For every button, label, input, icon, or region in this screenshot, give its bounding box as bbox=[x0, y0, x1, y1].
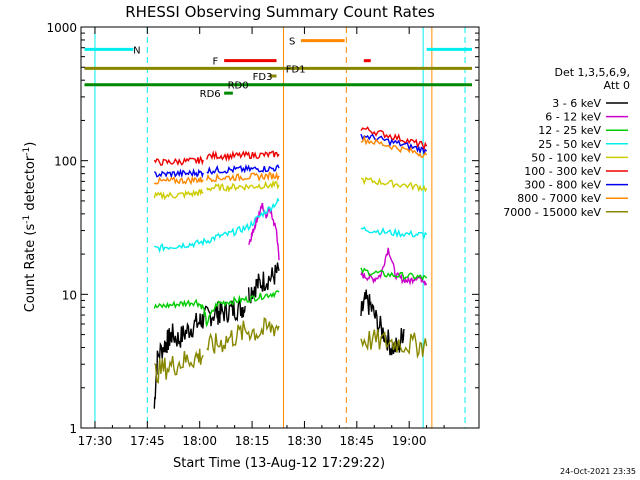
plot-area: N F S FD1 FD3 RD0 RD6 bbox=[84, 27, 473, 428]
series-line-0-seg-1 bbox=[247, 262, 280, 304]
x-tick-label-0: 17:30 bbox=[78, 434, 113, 448]
series-line-3-seg-1 bbox=[360, 226, 428, 240]
series-line-4-seg-0 bbox=[153, 188, 204, 201]
plot-frame bbox=[80, 26, 480, 429]
flag-label-6: FD3 bbox=[253, 72, 273, 83]
flag-label-0: N bbox=[133, 45, 140, 56]
legend-header-attenuator: Att 0 bbox=[604, 79, 630, 92]
y-tick-label-1: 10 bbox=[62, 288, 77, 302]
series-line-6-seg-0 bbox=[153, 167, 204, 179]
legend-label-1: 6 - 12 keV bbox=[545, 111, 601, 124]
series-line-8-seg-2 bbox=[360, 329, 428, 359]
flag-label-4: S bbox=[289, 37, 295, 48]
x-tick-label-1: 17:45 bbox=[130, 434, 165, 448]
x-tick-label-5: 18:45 bbox=[340, 434, 375, 448]
chart-title: RHESSI Observing Summary Count Rates bbox=[125, 3, 435, 21]
flag-label-7: RD0 bbox=[228, 81, 249, 92]
series-line-8-seg-0 bbox=[153, 348, 204, 384]
x-tick-label-2: 18:00 bbox=[182, 434, 217, 448]
flag-label-5: FD1 bbox=[286, 64, 306, 75]
legend-label-4: 50 - 100 keV bbox=[531, 151, 601, 164]
y-tick-label-2: 100 bbox=[54, 155, 77, 169]
x-axis-label: Start Time (13-Aug-12 17:29:22) bbox=[173, 456, 385, 471]
legend-label-0: 3 - 6 keV bbox=[552, 97, 601, 110]
series-line-4-seg-2 bbox=[360, 176, 428, 193]
y-tick-label-0: 1 bbox=[69, 422, 77, 436]
timestamp: 24-Oct-2021 23:35 bbox=[560, 467, 636, 476]
x-tick-label-6: 19:00 bbox=[392, 434, 427, 448]
series-line-3-seg-0 bbox=[154, 197, 280, 254]
legend-label-7: 800 - 7000 keV bbox=[517, 192, 601, 205]
legend-label-8: 7000 - 15000 keV bbox=[503, 206, 601, 219]
series-line-6-seg-2 bbox=[360, 133, 428, 156]
series-line-0-seg-0 bbox=[153, 298, 246, 409]
y-axis-label: Count Rate (s-1 detector-1) bbox=[22, 142, 38, 313]
flag-label-8: RD6 bbox=[200, 89, 221, 100]
series-line-5-seg-0 bbox=[153, 155, 204, 167]
y-tick-label-3: 1000 bbox=[46, 21, 77, 35]
series-line-7-seg-2 bbox=[360, 134, 428, 159]
series-line-1-seg-1 bbox=[360, 247, 427, 287]
legend-label-3: 25 - 50 keV bbox=[538, 138, 601, 151]
series-line-6-seg-1 bbox=[206, 163, 280, 175]
legend-header-detectors: Det 1,3,5,6,9, bbox=[554, 66, 630, 79]
flag-label-2: F bbox=[213, 57, 219, 68]
x-tick-label-4: 18:30 bbox=[287, 434, 322, 448]
x-tick-label-3: 18:15 bbox=[235, 434, 270, 448]
series-line-5-seg-1 bbox=[206, 150, 280, 163]
series-line-2-seg-0 bbox=[153, 290, 280, 328]
series-line-2-seg-1 bbox=[360, 267, 428, 281]
series-line-7-seg-1 bbox=[206, 171, 280, 183]
series-line-5-seg-2 bbox=[360, 126, 428, 152]
legend-label-5: 100 - 300 keV bbox=[524, 165, 601, 178]
legend-label-2: 12 - 25 keV bbox=[538, 124, 601, 137]
legend-label-6: 300 - 800 keV bbox=[524, 179, 601, 192]
axes: 17:30 17:45 18:00 18:15 18:30 18:45 19:00 1 10 10… bbox=[46, 21, 479, 448]
series-line-8-seg-1 bbox=[206, 317, 280, 354]
series-line-4-seg-1 bbox=[206, 179, 280, 193]
series-line-7-seg-0 bbox=[153, 175, 204, 186]
